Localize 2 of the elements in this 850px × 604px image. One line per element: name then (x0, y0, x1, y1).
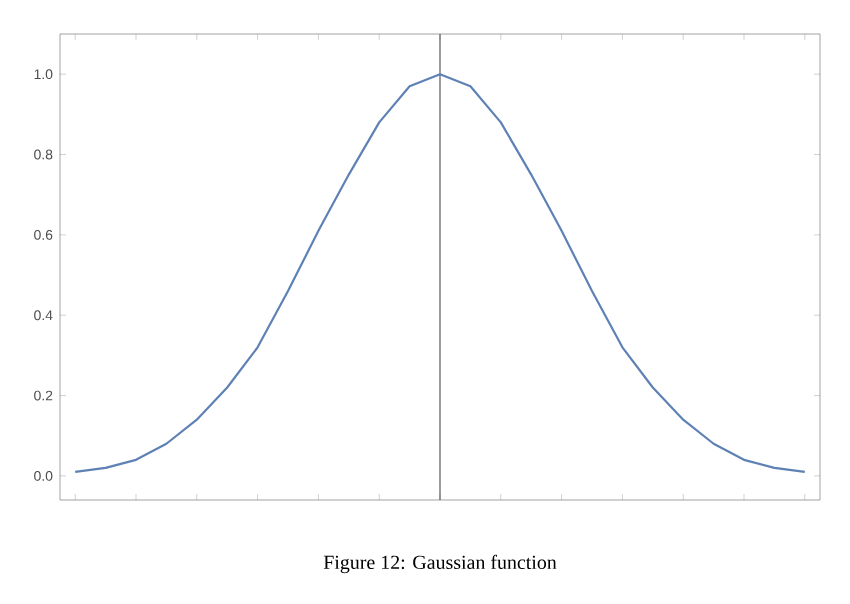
line-series (74, 73, 806, 473)
caption: Figure 12: Gaussian function (323, 554, 557, 574)
